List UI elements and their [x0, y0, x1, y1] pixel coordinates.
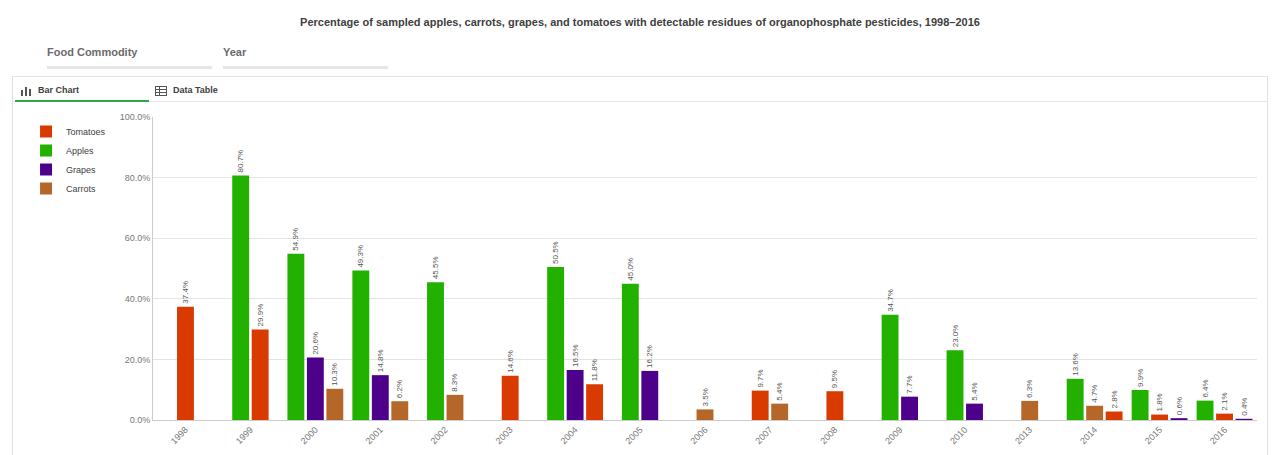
- svg-text:49.3%: 49.3%: [356, 245, 365, 268]
- svg-text:Apples: Apples: [66, 146, 94, 156]
- svg-text:80.7%: 80.7%: [236, 150, 245, 173]
- svg-text:13.6%: 13.6%: [1071, 353, 1080, 376]
- svg-text:60.0%: 60.0%: [125, 233, 151, 243]
- svg-text:20.0%: 20.0%: [125, 355, 151, 365]
- svg-text:2006: 2006: [688, 425, 709, 446]
- svg-text:3.5%: 3.5%: [701, 388, 710, 406]
- svg-text:23.0%: 23.0%: [951, 325, 960, 348]
- svg-text:2007: 2007: [753, 425, 774, 446]
- svg-text:2009: 2009: [883, 425, 904, 446]
- svg-text:40.0%: 40.0%: [125, 294, 151, 304]
- html-text:Year: Year: [223, 46, 247, 58]
- svg-text:4.7%: 4.7%: [1090, 385, 1099, 403]
- svg-text:11.8%: 11.8%: [590, 359, 599, 381]
- html-text:Bar Chart: Bar Chart: [38, 85, 79, 95]
- svg-text:Grapes: Grapes: [66, 165, 96, 175]
- svg-text:5.4%: 5.4%: [970, 382, 979, 400]
- svg-text:45.0%: 45.0%: [626, 258, 635, 281]
- svg-text:20.6%: 20.6%: [311, 332, 320, 355]
- svg-text:1998: 1998: [169, 425, 190, 446]
- svg-text:6.2%: 6.2%: [395, 380, 404, 398]
- svg-text:14.6%: 14.6%: [506, 350, 515, 373]
- html-text:Data Table: Data Table: [173, 85, 218, 95]
- svg-text:10.3%: 10.3%: [330, 363, 339, 386]
- svg-text:2002: 2002: [429, 425, 450, 446]
- svg-text:50.5%: 50.5%: [551, 241, 560, 264]
- svg-text:2015: 2015: [1143, 425, 1164, 446]
- svg-text:34.7%: 34.7%: [886, 289, 895, 312]
- svg-text:2016: 2016: [1208, 425, 1229, 446]
- svg-text:6.4%: 6.4%: [1201, 379, 1210, 397]
- svg-text:2000: 2000: [299, 425, 320, 446]
- html-text:Food Commodity: Food Commodity: [47, 46, 138, 58]
- svg-text:14.8%: 14.8%: [376, 349, 385, 372]
- svg-text:54.9%: 54.9%: [291, 228, 300, 251]
- html-text:Percentage of sampled apples,: Percentage of sampled apples, carrots, g…: [300, 16, 980, 28]
- svg-text:9.9%: 9.9%: [1136, 369, 1145, 387]
- svg-text:2.8%: 2.8%: [1110, 390, 1119, 408]
- svg-text:2003: 2003: [494, 425, 515, 446]
- svg-text:1999: 1999: [234, 425, 255, 446]
- svg-text:0.6%: 0.6%: [1175, 397, 1184, 415]
- svg-text:2013: 2013: [1013, 425, 1034, 446]
- svg-text:2008: 2008: [818, 425, 839, 446]
- svg-text:0.0%: 0.0%: [130, 415, 151, 425]
- svg-text:2.1%: 2.1%: [1220, 392, 1229, 410]
- svg-text:45.5%: 45.5%: [431, 256, 440, 279]
- svg-text:2001: 2001: [364, 425, 385, 446]
- svg-text:2004: 2004: [558, 425, 579, 446]
- svg-text:29.9%: 29.9%: [256, 304, 265, 327]
- svg-text:6.3%: 6.3%: [1025, 380, 1034, 398]
- svg-text:8.3%: 8.3%: [450, 374, 459, 392]
- svg-text:2005: 2005: [623, 425, 644, 446]
- svg-text:100.0%: 100.0%: [120, 112, 151, 122]
- svg-text:1.8%: 1.8%: [1155, 393, 1164, 411]
- svg-text:16.2%: 16.2%: [645, 345, 654, 368]
- svg-text:9.7%: 9.7%: [756, 369, 765, 387]
- svg-text:16.5%: 16.5%: [571, 344, 580, 367]
- svg-text:2010: 2010: [948, 425, 969, 446]
- svg-text:9.5%: 9.5%: [830, 370, 839, 388]
- svg-text:0.4%: 0.4%: [1240, 398, 1249, 416]
- svg-text:37.4%: 37.4%: [181, 281, 190, 304]
- svg-text:2014: 2014: [1078, 425, 1099, 446]
- svg-text:5.4%: 5.4%: [775, 382, 784, 400]
- svg-text:Carrots: Carrots: [66, 184, 96, 194]
- svg-text:7.7%: 7.7%: [905, 375, 914, 393]
- svg-text:Tomatoes: Tomatoes: [66, 127, 106, 137]
- svg-text:80.0%: 80.0%: [125, 173, 151, 183]
